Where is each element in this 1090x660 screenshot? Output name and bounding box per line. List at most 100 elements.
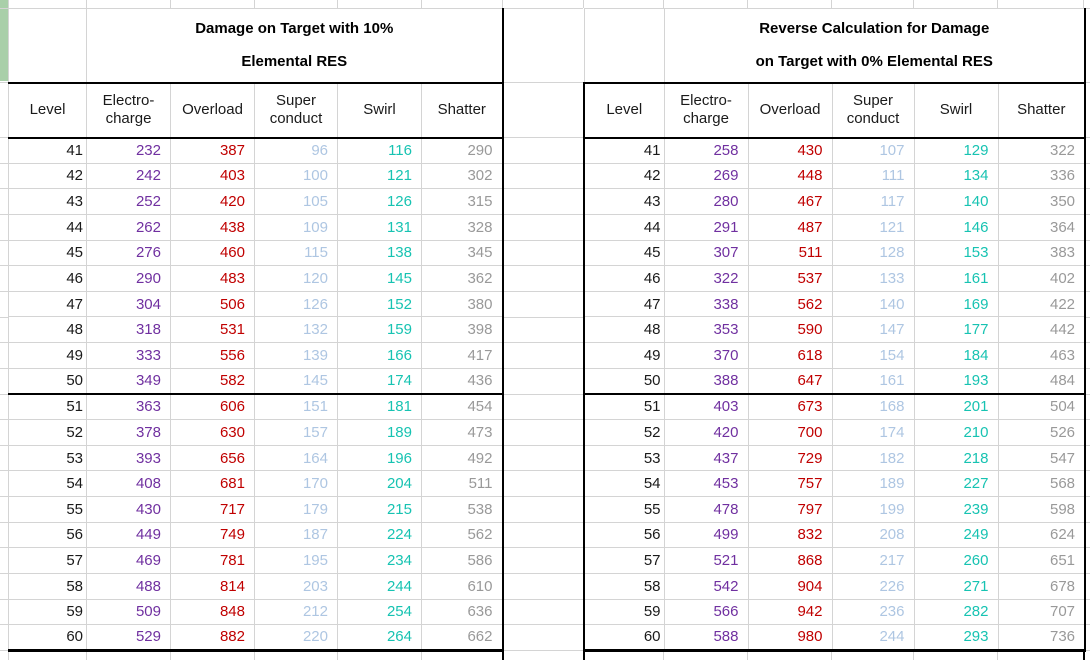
value-cell[interactable]: 590: [747, 316, 833, 344]
value-cell[interactable]: 349: [86, 367, 171, 395]
value-cell[interactable]: 700: [747, 419, 833, 446]
value-cell[interactable]: 678: [997, 572, 1087, 600]
value-cell[interactable]: 152: [337, 290, 422, 318]
level-cell[interactable]: 53: [583, 444, 665, 472]
value-cell[interactable]: 781: [170, 547, 255, 574]
level-cell[interactable]: 41: [583, 137, 665, 164]
value-cell[interactable]: 556: [170, 342, 255, 369]
value-cell[interactable]: 166: [337, 342, 422, 369]
value-cell[interactable]: 196: [337, 444, 422, 472]
value-cell[interactable]: 218: [913, 444, 999, 472]
value-cell[interactable]: 145: [337, 265, 422, 292]
value-cell[interactable]: 169: [913, 290, 999, 318]
value-cell[interactable]: 226: [831, 572, 915, 600]
value-cell[interactable]: 531: [170, 316, 255, 344]
value-cell[interactable]: 189: [337, 419, 422, 446]
value-cell[interactable]: 438: [170, 213, 255, 241]
value-cell[interactable]: 453: [663, 470, 749, 497]
value-cell[interactable]: 529: [86, 624, 171, 652]
level-cell[interactable]: 58: [583, 572, 665, 600]
value-cell[interactable]: 448: [747, 162, 833, 190]
level-cell[interactable]: 60: [8, 624, 87, 652]
column-header[interactable]: Super conduct: [831, 81, 915, 139]
value-cell[interactable]: 378: [86, 419, 171, 446]
level-cell[interactable]: 55: [8, 495, 87, 523]
level-cell[interactable]: 60: [583, 624, 665, 652]
value-cell[interactable]: 140: [831, 290, 915, 318]
value-cell[interactable]: 467: [747, 188, 833, 215]
value-cell[interactable]: 215: [337, 495, 422, 523]
value-cell[interactable]: 449: [86, 521, 171, 549]
value-cell[interactable]: 511: [421, 470, 504, 497]
level-cell[interactable]: 48: [583, 316, 665, 344]
value-cell[interactable]: 182: [831, 444, 915, 472]
value-cell[interactable]: 488: [86, 572, 171, 600]
level-cell[interactable]: 46: [8, 265, 87, 292]
value-cell[interactable]: 417: [421, 342, 504, 369]
value-cell[interactable]: 403: [170, 162, 255, 190]
value-cell[interactable]: 736: [997, 624, 1087, 652]
column-header[interactable]: Electro- charge: [86, 81, 171, 139]
value-cell[interactable]: 473: [421, 419, 504, 446]
value-cell[interactable]: 442: [997, 316, 1087, 344]
value-cell[interactable]: 430: [86, 495, 171, 523]
value-cell[interactable]: 322: [997, 137, 1087, 164]
value-cell[interactable]: 484: [997, 367, 1087, 395]
value-cell[interactable]: 184: [913, 342, 999, 369]
value-cell[interactable]: 521: [663, 547, 749, 574]
level-cell[interactable]: 43: [8, 188, 87, 215]
value-cell[interactable]: 656: [170, 444, 255, 472]
value-cell[interactable]: 403: [663, 393, 749, 421]
value-cell[interactable]: 145: [254, 367, 338, 395]
value-cell[interactable]: 254: [337, 598, 422, 626]
value-cell[interactable]: 140: [913, 188, 999, 215]
value-cell[interactable]: 242: [86, 162, 171, 190]
value-cell[interactable]: 538: [421, 495, 504, 523]
value-cell[interactable]: 882: [170, 624, 255, 652]
value-cell[interactable]: 717: [170, 495, 255, 523]
level-cell[interactable]: 47: [583, 290, 665, 318]
value-cell[interactable]: 134: [913, 162, 999, 190]
value-cell[interactable]: 460: [170, 239, 255, 267]
value-cell[interactable]: 322: [663, 265, 749, 292]
column-header[interactable]: Overload: [747, 81, 833, 139]
value-cell[interactable]: 630: [170, 419, 255, 446]
value-cell[interactable]: 487: [747, 213, 833, 241]
value-cell[interactable]: 290: [86, 265, 171, 292]
value-cell[interactable]: 420: [170, 188, 255, 215]
level-cell[interactable]: 50: [8, 367, 87, 395]
value-cell[interactable]: 302: [421, 162, 504, 190]
value-cell[interactable]: 511: [747, 239, 833, 267]
value-cell[interactable]: 469: [86, 547, 171, 574]
value-cell[interactable]: 318: [86, 316, 171, 344]
value-cell[interactable]: 868: [747, 547, 833, 574]
level-cell[interactable]: 44: [8, 213, 87, 241]
level-cell[interactable]: 42: [8, 162, 87, 190]
value-cell[interactable]: 848: [170, 598, 255, 626]
table-title[interactable]: Reverse Calculation for Damage on Target…: [663, 8, 1087, 83]
value-cell[interactable]: 96: [254, 137, 338, 164]
level-cell[interactable]: 56: [583, 521, 665, 549]
value-cell[interactable]: 942: [747, 598, 833, 626]
value-cell[interactable]: 387: [170, 137, 255, 164]
value-cell[interactable]: 244: [831, 624, 915, 652]
value-cell[interactable]: 252: [86, 188, 171, 215]
value-cell[interactable]: 258: [663, 137, 749, 164]
value-cell[interactable]: 189: [831, 470, 915, 497]
value-cell[interactable]: 336: [997, 162, 1087, 190]
value-cell[interactable]: 430: [747, 137, 833, 164]
value-cell[interactable]: 120: [254, 265, 338, 292]
value-cell[interactable]: 797: [747, 495, 833, 523]
level-cell[interactable]: 49: [8, 342, 87, 369]
value-cell[interactable]: 227: [913, 470, 999, 497]
level-cell[interactable]: 52: [583, 419, 665, 446]
value-cell[interactable]: 126: [254, 290, 338, 318]
value-cell[interactable]: 128: [831, 239, 915, 267]
level-cell[interactable]: 57: [8, 547, 87, 574]
level-cell[interactable]: 45: [8, 239, 87, 267]
value-cell[interactable]: 249: [913, 521, 999, 549]
value-cell[interactable]: 129: [913, 137, 999, 164]
value-cell[interactable]: 116: [337, 137, 422, 164]
value-cell[interactable]: 100: [254, 162, 338, 190]
value-cell[interactable]: 437: [663, 444, 749, 472]
